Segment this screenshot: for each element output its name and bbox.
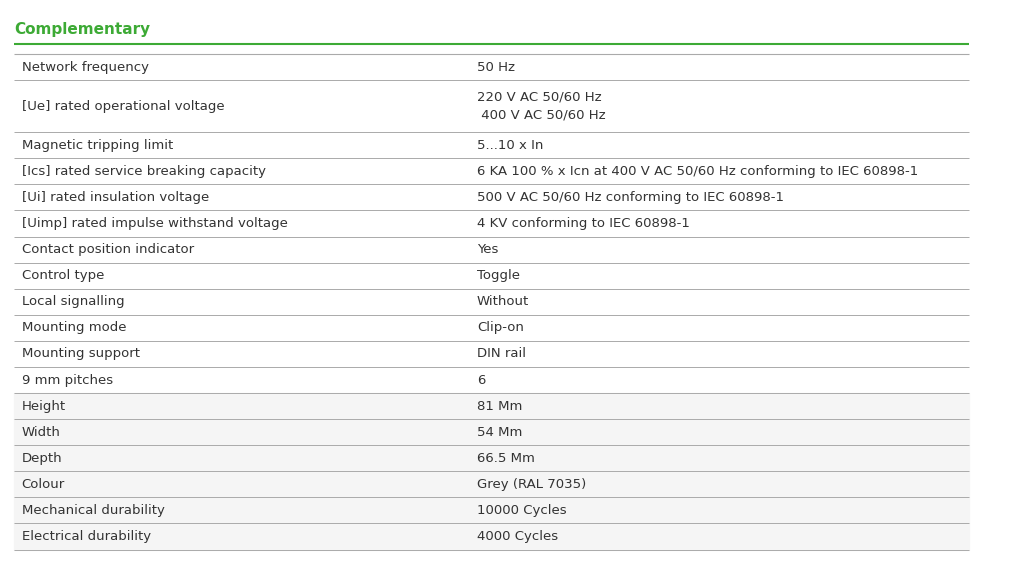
Text: Mechanical durability: Mechanical durability <box>21 504 165 517</box>
Text: Grey (RAL 7035): Grey (RAL 7035) <box>476 478 586 491</box>
Bar <box>14 472 969 497</box>
Text: 10000 Cycles: 10000 Cycles <box>476 504 567 517</box>
Bar <box>14 445 969 472</box>
Text: 54 Mm: 54 Mm <box>476 425 522 439</box>
Text: Yes: Yes <box>476 243 498 256</box>
Text: Colour: Colour <box>21 478 65 491</box>
Text: 6 KA 100 % x Icn at 400 V AC 50/60 Hz conforming to IEC 60898-1: 6 KA 100 % x Icn at 400 V AC 50/60 Hz co… <box>476 165 918 178</box>
Text: Width: Width <box>21 425 61 439</box>
Text: Magnetic tripping limit: Magnetic tripping limit <box>21 139 173 152</box>
Text: [Ics] rated service breaking capacity: [Ics] rated service breaking capacity <box>21 165 266 178</box>
Text: 50 Hz: 50 Hz <box>476 61 515 74</box>
Text: 220 V AC 50/60 Hz
 400 V AC 50/60 Hz: 220 V AC 50/60 Hz 400 V AC 50/60 Hz <box>476 90 606 121</box>
Text: Without: Without <box>476 295 529 309</box>
Text: [Uimp] rated impulse withstand voltage: [Uimp] rated impulse withstand voltage <box>21 217 288 230</box>
Text: Electrical durability: Electrical durability <box>21 530 151 543</box>
Text: Control type: Control type <box>21 269 104 282</box>
Bar <box>14 497 969 523</box>
Text: 500 V AC 50/60 Hz conforming to IEC 60898-1: 500 V AC 50/60 Hz conforming to IEC 6089… <box>476 191 784 204</box>
Text: Mounting mode: Mounting mode <box>21 321 126 334</box>
Text: Toggle: Toggle <box>476 269 520 282</box>
Text: 66.5 Mm: 66.5 Mm <box>476 452 534 465</box>
Text: 9 mm pitches: 9 mm pitches <box>21 374 113 387</box>
Bar <box>14 419 969 445</box>
Text: 4 KV conforming to IEC 60898-1: 4 KV conforming to IEC 60898-1 <box>476 217 690 230</box>
Text: Clip-on: Clip-on <box>476 321 524 334</box>
Text: Height: Height <box>21 400 66 413</box>
Text: DIN rail: DIN rail <box>476 347 526 360</box>
Text: 81 Mm: 81 Mm <box>476 400 522 413</box>
Text: Contact position indicator: Contact position indicator <box>21 243 193 256</box>
Text: Mounting support: Mounting support <box>21 347 139 360</box>
Text: Depth: Depth <box>21 452 62 465</box>
Text: [Ue] rated operational voltage: [Ue] rated operational voltage <box>21 99 224 112</box>
Text: 4000 Cycles: 4000 Cycles <box>476 530 558 543</box>
Bar <box>14 523 969 550</box>
Text: 5...10 x In: 5...10 x In <box>476 139 544 152</box>
Text: Local signalling: Local signalling <box>21 295 124 309</box>
Text: 6: 6 <box>476 374 486 387</box>
Bar <box>14 393 969 419</box>
Text: Complementary: Complementary <box>14 22 150 38</box>
Text: [Ui] rated insulation voltage: [Ui] rated insulation voltage <box>21 191 209 204</box>
Text: Network frequency: Network frequency <box>21 61 149 74</box>
